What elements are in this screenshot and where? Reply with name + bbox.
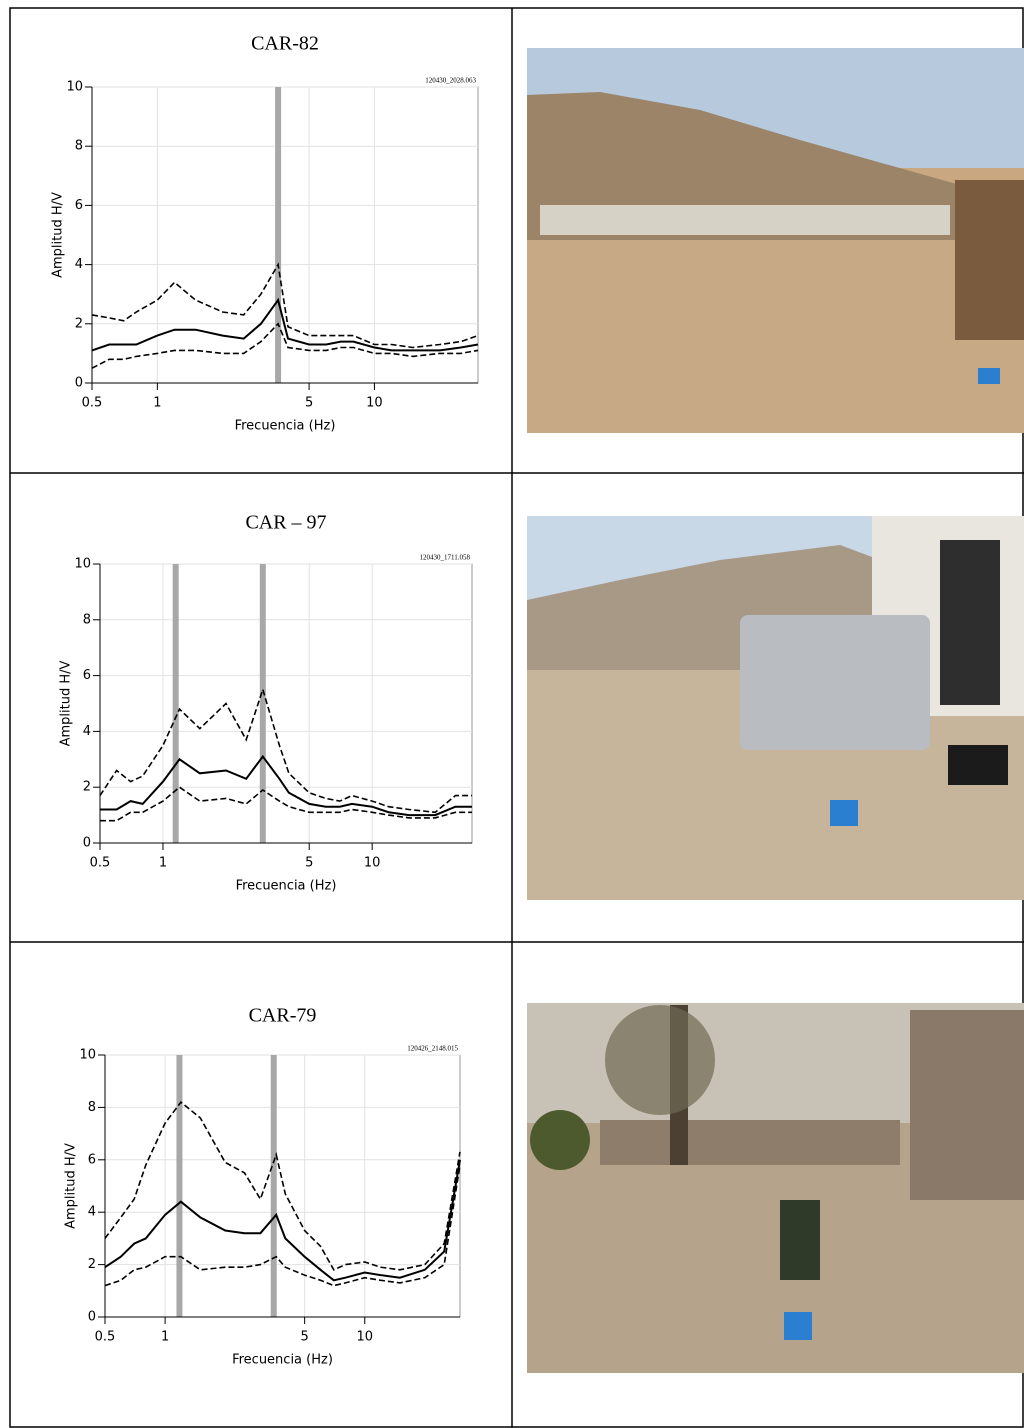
- peak-line: [172, 564, 179, 843]
- photo: [527, 516, 1024, 900]
- x-tick-label: 10: [364, 856, 381, 871]
- peak-line: [270, 1055, 277, 1317]
- x-tick-label: 0.5: [95, 1330, 116, 1345]
- annotation: 120426_2148.015: [407, 1045, 458, 1053]
- y-tick-label: 4: [83, 724, 91, 739]
- hv-curve: [104, 1164, 461, 1287]
- y-tick-label: 10: [79, 1048, 96, 1063]
- plot-area: [104, 1054, 461, 1318]
- x-tick-label: 1: [159, 856, 167, 871]
- x-tick-label: 10: [356, 1330, 373, 1345]
- y-tick-label: 0: [83, 836, 91, 851]
- peak-line: [275, 87, 282, 383]
- peak-line: [259, 564, 266, 843]
- x-tick-label: 5: [305, 396, 313, 411]
- x-tick-label: 1: [153, 396, 161, 411]
- hv-curve: [91, 262, 479, 349]
- hv-curve: [100, 786, 472, 822]
- x-tick-label: 5: [305, 856, 313, 871]
- y-tick-label: 10: [74, 557, 91, 572]
- annotation: 120430_2028.063: [425, 77, 476, 85]
- y-tick-label: 4: [88, 1205, 96, 1220]
- y-axis-label: Amplitud H/V: [64, 1143, 79, 1229]
- hv-curve: [104, 1159, 461, 1282]
- x-tick-label: 0.5: [90, 856, 111, 871]
- photo: [527, 48, 1024, 433]
- x-tick-label: 5: [301, 1330, 309, 1345]
- y-tick-label: 2: [75, 316, 83, 331]
- peak-line: [176, 1055, 183, 1317]
- plot-area: [99, 563, 473, 844]
- annotation: 120430_1711.058: [420, 554, 471, 562]
- y-tick-label: 8: [88, 1100, 96, 1115]
- y-tick-label: 6: [88, 1152, 96, 1167]
- hv-curve: [91, 297, 479, 352]
- y-tick-label: 8: [75, 139, 83, 154]
- y-axis-label: Amplitud H/V: [59, 660, 74, 746]
- x-axis-label: Frecuencia (Hz): [232, 1353, 333, 1368]
- y-tick-label: 10: [66, 80, 83, 95]
- plot-area: [91, 86, 479, 384]
- y-tick-label: 2: [83, 780, 91, 795]
- chart-title: CAR-82: [251, 33, 319, 55]
- y-tick-label: 6: [83, 668, 91, 683]
- hv-curve: [104, 1101, 461, 1271]
- hv-curve: [100, 754, 472, 817]
- chart-title: CAR-79: [249, 1005, 317, 1027]
- photo: [527, 1003, 1024, 1373]
- y-tick-label: 0: [75, 376, 83, 391]
- chart-title: CAR – 97: [245, 512, 326, 534]
- y-tick-label: 6: [75, 198, 83, 213]
- y-axis-label: Amplitud H/V: [51, 192, 66, 278]
- y-tick-label: 0: [88, 1310, 96, 1325]
- x-tick-label: 0.5: [82, 396, 103, 411]
- hv-curve: [99, 686, 472, 814]
- x-axis-label: Frecuencia (Hz): [236, 879, 337, 894]
- x-tick-label: 10: [366, 396, 383, 411]
- x-axis-label: Frecuencia (Hz): [235, 419, 336, 434]
- hv-curve: [91, 322, 479, 369]
- y-tick-label: 4: [75, 257, 83, 272]
- x-tick-label: 1: [161, 1330, 169, 1345]
- y-tick-label: 2: [88, 1257, 96, 1272]
- y-tick-label: 8: [83, 612, 91, 627]
